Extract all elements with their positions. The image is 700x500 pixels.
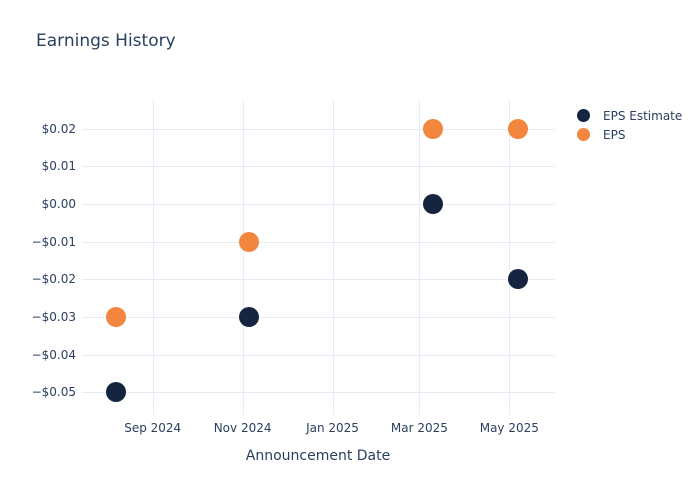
x-tick-label: Jan 2025: [306, 421, 359, 435]
h-gridline: [82, 204, 555, 205]
v-gridline: [242, 100, 244, 415]
data-point-eps[interactable]: [422, 118, 443, 139]
v-gridline: [419, 100, 421, 415]
legend-marker-icon: [577, 109, 590, 122]
data-point-eps-estimate[interactable]: [238, 307, 259, 327]
data-point-eps-estimate[interactable]: [105, 382, 126, 403]
h-gridline: [82, 392, 555, 394]
legend: EPS Estimate EPS: [577, 106, 682, 144]
h-gridline: [82, 166, 555, 168]
y-tick-label: −$0.03: [31, 310, 76, 324]
chart-title: Earnings History: [36, 31, 176, 51]
data-point-eps[interactable]: [105, 307, 126, 327]
h-gridline: [82, 241, 555, 243]
x-tick-label: Sep 2024: [124, 421, 182, 435]
data-point-eps[interactable]: [508, 118, 529, 139]
data-point-eps[interactable]: [238, 231, 259, 252]
legend-marker-icon: [577, 128, 590, 141]
x-tick-label: Nov 2024: [213, 421, 272, 435]
y-tick-label: −$0.01: [31, 234, 76, 249]
v-gridline: [332, 100, 334, 415]
legend-item-eps[interactable]: EPS: [577, 125, 682, 144]
y-tick-label: −$0.02: [31, 272, 76, 287]
y-tick-label: $0.01: [41, 159, 76, 174]
h-gridline: [82, 128, 555, 130]
x-axis-title: Announcement Date: [245, 448, 391, 464]
h-gridline: [82, 317, 555, 318]
legend-item-label: EPS: [603, 127, 626, 142]
data-point-eps-estimate[interactable]: [422, 194, 443, 214]
legend-item-label: EPS Estimate: [603, 108, 683, 123]
y-tick-label: $0.00: [41, 197, 76, 211]
data-point-eps-estimate[interactable]: [508, 269, 529, 290]
y-tick-label: −$0.04: [31, 347, 76, 362]
x-tick-label: Mar 2025: [390, 421, 448, 435]
v-gridline: [152, 100, 154, 415]
h-gridline: [82, 279, 555, 281]
v-gridline: [509, 100, 511, 415]
legend-item-eps-estimate[interactable]: EPS Estimate: [577, 106, 682, 125]
y-tick-label: $0.02: [41, 121, 76, 136]
y-tick-label: −$0.05: [31, 385, 76, 400]
h-gridline: [82, 354, 555, 356]
x-tick-label: May 2025: [479, 421, 539, 435]
